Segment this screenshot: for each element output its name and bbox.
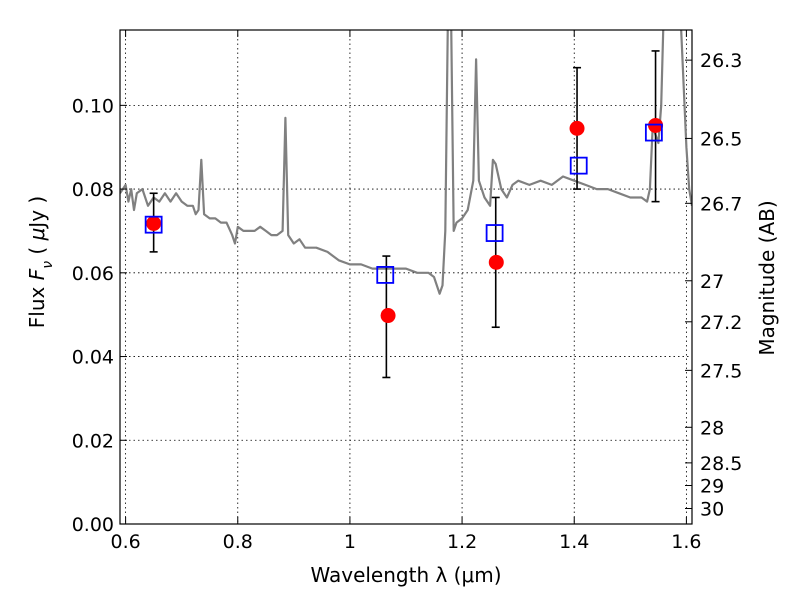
model-flux-point [485,224,504,242]
x-tick-label: 0.6 [110,531,140,553]
y-axis-label-part: ( [25,240,49,261]
y-axis-label-part: Jy ) [25,196,49,230]
right-tick-label: 26.7 [700,193,742,215]
model-flux-point [569,156,588,175]
right-tick-label: 27 [700,271,724,293]
right-tick-label: 26.5 [700,128,742,150]
right-tick-label: 27.5 [700,360,742,382]
y-tick-label: 0.10 [72,95,114,117]
tick-labels: 0.6 0.8 1 1.2 1.4 1.6 0.00 0.02 0.04 0.06 0.08 0.10… [72,50,743,553]
model-flux-point [644,123,663,142]
right-tick-label: 28 [700,417,724,439]
right-tick-label: 27.2 [700,312,742,334]
ticks [120,30,692,525]
y-axis-label: Flux Fν ( μJy ) [25,196,56,328]
y-tick-label: 0.04 [72,347,114,369]
y-tick-label: 0.02 [72,430,114,452]
y-axis-label-part: Flux [25,280,49,328]
y-tick-label: 0.06 [72,263,114,285]
y-axis-label-part: ν [40,261,56,269]
x-tick-label: 1.6 [671,531,701,553]
right-tick-label: 30 [700,499,724,521]
right-tick-label: 29 [700,475,724,497]
x-tick-label: 0.8 [223,531,253,553]
observed-flux-point [569,120,585,136]
x-tick-label: 1.4 [559,531,589,553]
grid [120,30,692,525]
observed-flux-point [380,308,396,324]
plot-area [120,30,692,379]
plot-frame [119,29,693,525]
y-tick-label: 0.00 [72,514,114,536]
observed-flux-point [488,254,504,270]
right-tick-label: 26.3 [700,50,742,72]
x-tick-label: 1 [344,531,356,553]
spectrum-line [120,30,692,295]
x-axis-label: Wavelength λ (μm) [310,563,501,587]
right-axis-label: Magnitude (AB) [755,200,779,355]
y-axis-label-part: μ [25,228,49,242]
right-tick-label: 28.5 [700,453,742,475]
observed-flux-point [146,215,162,231]
y-tick-label: 0.08 [72,179,114,201]
y-axis-label-part: F [25,268,49,280]
model-flux-point [144,215,163,234]
x-tick-label: 1.2 [447,531,477,553]
model-flux-point [376,266,395,284]
